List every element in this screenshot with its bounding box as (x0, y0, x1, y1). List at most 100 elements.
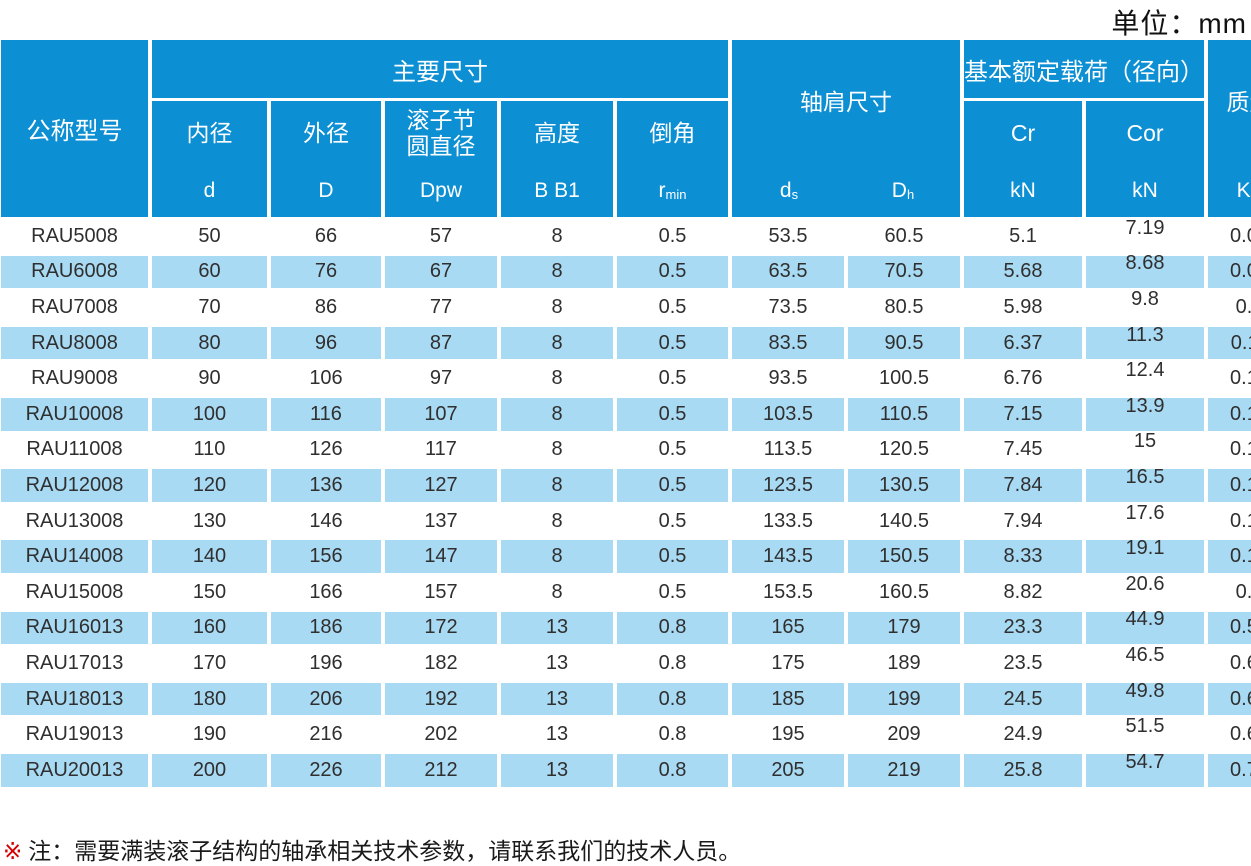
cell-Kg: 0.11 (1208, 326, 1251, 360)
cell-model: RAU20013 (1, 753, 148, 787)
cell-Cr: 6.37 (964, 326, 1082, 360)
header-model: 公称型号 (1, 40, 148, 217)
cell-model: RAU7008 (1, 291, 148, 324)
cell-B: 13 (501, 682, 613, 716)
cell-model: RAU18013 (1, 682, 148, 716)
cell-Kg: 0.71 (1208, 753, 1251, 787)
cell-Kg: 0.14 (1208, 397, 1251, 431)
cell-Cr: 5.68 (964, 255, 1082, 289)
cell-D: 216 (271, 718, 381, 751)
cell-ds: 175 (732, 647, 844, 680)
header-shoulder-title: 轴肩尺寸 (800, 89, 892, 116)
cell-rmin: 0.5 (617, 575, 728, 609)
cell-model: RAU6008 (1, 255, 148, 289)
cell-d: 50 (152, 220, 267, 253)
cell-Cor: 13.9 (1086, 395, 1204, 431)
cell-Cor: 7.19 (1086, 217, 1204, 253)
header-cor-unit: kN (1132, 179, 1158, 202)
cell-Dpw: 192 (385, 682, 497, 716)
cell-ds: 63.5 (732, 255, 844, 289)
cell-d: 100 (152, 397, 267, 431)
header-symbol-D: D (318, 179, 334, 202)
cell-Kg: 0.69 (1208, 718, 1251, 751)
cell-B: 13 (501, 647, 613, 680)
cell-Cor: 15 (1086, 430, 1204, 467)
cell-ds: 195 (732, 718, 844, 751)
cell-rmin: 0.8 (617, 611, 728, 645)
cell-Cor: 20.6 (1086, 573, 1204, 609)
cell-Cor: 54.7 (1086, 751, 1204, 787)
cell-Cor: 8.68 (1086, 252, 1204, 289)
cell-Kg: 0.17 (1208, 469, 1251, 502)
cell-Cor: 11.3 (1086, 324, 1204, 360)
cell-rmin: 0.5 (617, 362, 728, 395)
header-cr-unit: kN (1010, 179, 1036, 202)
cell-ds: 143.5 (732, 540, 844, 573)
cell-D: 186 (271, 611, 381, 645)
cell-Cr: 8.33 (964, 540, 1082, 573)
header-mass-title: 质量 (1226, 89, 1251, 116)
cell-rmin: 0.5 (617, 397, 728, 431)
cell-Dh: 100.5 (848, 362, 960, 395)
header-chamfer: 倒角 r min (617, 101, 728, 217)
cell-B: 8 (501, 469, 613, 502)
cell-ds: 153.5 (732, 575, 844, 609)
cell-Dpw: 127 (385, 469, 497, 502)
cell-Kg: 0.18 (1208, 504, 1251, 538)
cell-Cor: 46.5 (1086, 644, 1204, 680)
cell-B: 8 (501, 540, 613, 573)
cell-Dpw: 172 (385, 611, 497, 645)
cell-d: 70 (152, 291, 267, 324)
cell-D: 206 (271, 682, 381, 716)
cell-d: 200 (152, 753, 267, 787)
header-outer-diameter: 外径 D (271, 101, 381, 217)
cell-d: 170 (152, 647, 267, 680)
cell-rmin: 0.5 (617, 504, 728, 538)
cell-Cr: 25.8 (964, 753, 1082, 787)
cell-Kg: 0.64 (1208, 647, 1251, 680)
cell-d: 120 (152, 469, 267, 502)
cell-Cr: 23.5 (964, 647, 1082, 680)
cell-B: 8 (501, 291, 613, 324)
cell-Dh: 110.5 (848, 397, 960, 431)
cell-model: RAU12008 (1, 469, 148, 502)
cell-Cor: 51.5 (1086, 715, 1204, 751)
cell-ds: 93.5 (732, 362, 844, 395)
cell-B: 8 (501, 575, 613, 609)
cell-Cor: 12.4 (1086, 359, 1204, 395)
cell-d: 160 (152, 611, 267, 645)
cell-ds: 53.5 (732, 220, 844, 253)
cell-Kg: 0.1 (1208, 291, 1251, 324)
cell-Kg: 0.15 (1208, 433, 1251, 467)
cell-Cr: 5.98 (964, 291, 1082, 324)
cell-Dh: 189 (848, 647, 960, 680)
cell-Cr: 24.9 (964, 718, 1082, 751)
cell-d: 150 (152, 575, 267, 609)
cell-d: 190 (152, 718, 267, 751)
cell-model: RAU10008 (1, 397, 148, 431)
cell-Dpw: 147 (385, 540, 497, 573)
cell-Dh: 120.5 (848, 433, 960, 467)
cell-Cr: 7.84 (964, 469, 1082, 502)
cell-ds: 133.5 (732, 504, 844, 538)
cell-d: 80 (152, 326, 267, 360)
cell-model: RAU9008 (1, 362, 148, 395)
cell-Cor: 19.1 (1086, 537, 1204, 573)
cell-Cor: 44.9 (1086, 608, 1204, 645)
cell-ds: 113.5 (732, 433, 844, 467)
cell-Dh: 60.5 (848, 220, 960, 253)
cell-model: RAU5008 (1, 220, 148, 253)
cell-Dpw: 157 (385, 575, 497, 609)
cell-B: 13 (501, 718, 613, 751)
cell-rmin: 0.8 (617, 647, 728, 680)
header-mass-unit: Kg (1236, 179, 1251, 202)
cell-Dh: 70.5 (848, 255, 960, 289)
header-cr: Cr kN (964, 101, 1082, 217)
header-roller-pitch-diameter: 滚子节 圆直径 Dpw (385, 101, 497, 217)
cell-Dpw: 87 (385, 326, 497, 360)
cell-D: 156 (271, 540, 381, 573)
cell-D: 86 (271, 291, 381, 324)
